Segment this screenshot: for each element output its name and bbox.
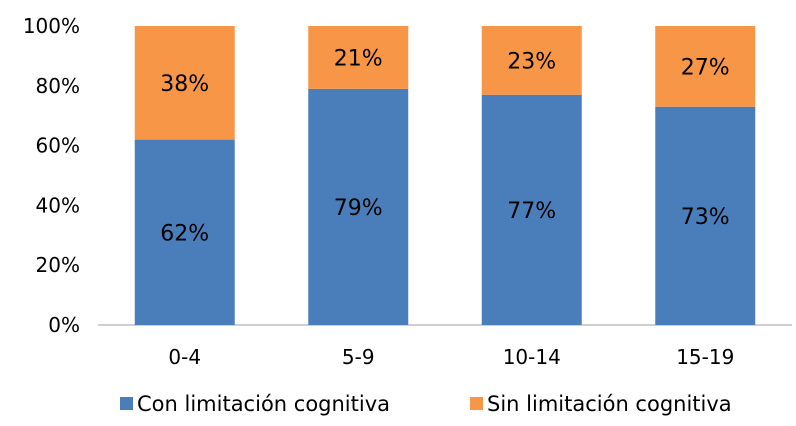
data-label: 21% <box>334 46 383 71</box>
data-label: 27% <box>681 55 730 80</box>
bar-segment-con-5-9 <box>308 88 409 325</box>
data-label: 73% <box>681 205 730 230</box>
legend-label: Sin limitación cognitiva <box>487 392 732 416</box>
y-tick-label: 60% <box>36 134 80 158</box>
data-label: 38% <box>160 72 209 97</box>
bar-segment-sin-5-9 <box>308 26 409 89</box>
legend-swatch <box>120 397 133 410</box>
y-tick-label: 80% <box>36 74 80 98</box>
bar-segment-sin-15-19 <box>655 26 756 107</box>
bar-segment-con-10-14 <box>481 94 582 326</box>
bar-segment-sin-0-4 <box>134 26 235 140</box>
bar-segment-sin-10-14 <box>481 26 582 95</box>
bar-segment-con-0-4 <box>134 139 235 325</box>
data-labels: 62% 38% 79% 21% 77% 23% 73% 27% <box>160 46 729 246</box>
x-tick-label: 0-4 <box>168 345 201 369</box>
data-label: 77% <box>507 199 556 224</box>
x-tick-label: 5-9 <box>342 345 375 369</box>
y-axis-ticks: 0% 20% 40% 60% 80% 100% <box>23 14 80 337</box>
x-tick-label: 10-14 <box>503 345 561 369</box>
y-tick-label: 100% <box>23 14 80 38</box>
y-tick-label: 0% <box>48 313 80 337</box>
y-tick-label: 40% <box>36 193 80 217</box>
data-label: 23% <box>507 49 556 74</box>
x-tick-label: 15-19 <box>676 345 734 369</box>
bar-segment-con-15-19 <box>655 106 756 325</box>
legend-label: Con limitación cognitiva <box>137 392 390 416</box>
data-label: 79% <box>334 196 383 221</box>
legend: Con limitación cognitiva Sin limitación c… <box>120 392 732 416</box>
data-label: 62% <box>160 221 209 246</box>
bars <box>134 26 756 326</box>
y-tick-label: 20% <box>36 253 80 277</box>
legend-swatch <box>470 397 483 410</box>
x-axis-ticks: 0-4 5-9 10-14 15-19 <box>168 345 734 369</box>
